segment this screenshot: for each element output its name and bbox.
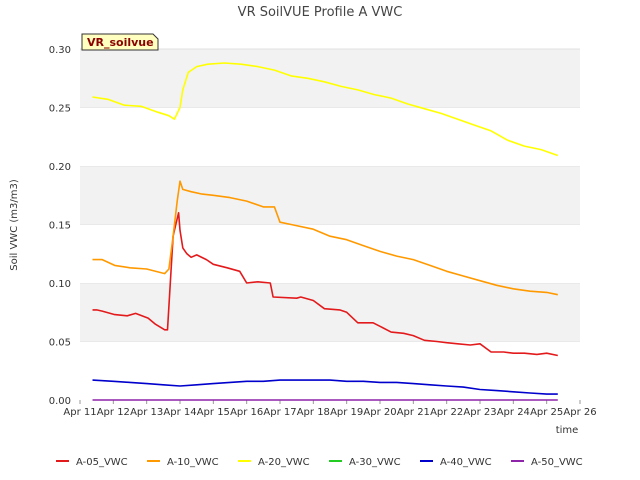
x-tick-label: Apr 23 <box>463 407 496 418</box>
series-line-a-10-vwc <box>92 180 558 296</box>
series-line-a-05-vwc <box>92 212 558 357</box>
y-tick-label: 0.25 <box>49 104 71 115</box>
grid-band <box>80 49 580 108</box>
x-axis-label: time <box>556 425 579 436</box>
legend-label: A-40_VWC <box>440 457 492 468</box>
series-line-a-20-vwc <box>92 62 559 157</box>
legend-label: A-10_VWC <box>167 457 219 468</box>
legend-label: A-30_VWC <box>349 457 401 468</box>
chart-title: VR SoilVUE Profile A VWC <box>238 5 403 20</box>
series-layer <box>92 62 559 401</box>
series-line-a-40-vwc <box>92 379 558 395</box>
x-tick-label: Apr 16 <box>230 407 263 418</box>
y-tick-label: 0.05 <box>49 338 71 349</box>
x-tick-label: Apr 11 <box>63 407 96 418</box>
x-tick-label: Apr 13 <box>130 407 163 418</box>
x-tick-label: Apr 20 <box>363 407 396 418</box>
site-badge-label: VR_soilvue <box>87 36 154 49</box>
x-tick-label: Apr 21 <box>397 407 430 418</box>
y-tick-label: 0.30 <box>49 45 71 56</box>
x-tick-label: Apr 24 <box>497 407 530 418</box>
x-tick-label: Apr 15 <box>197 407 230 418</box>
x-tick-label: Apr 22 <box>430 407 463 418</box>
legend: A-05_VWC A-10_VWC A-20_VWC A-30_VWC A-40_VWC… <box>56 457 583 468</box>
y-axis-label: Soil VWC (m3/m3) <box>9 179 20 271</box>
legend-label: A-05_VWC <box>76 457 128 468</box>
grid-band <box>80 283 580 342</box>
grid-band <box>80 166 580 225</box>
site-badge: VR_soilvue <box>81 33 159 51</box>
x-tick-label: Apr 17 <box>263 407 296 418</box>
x-tick-label: Apr 19 <box>330 407 363 418</box>
x-tick-label: Apr 12 <box>97 407 130 418</box>
x-axis: Apr 11 Apr 12 Apr 13 Apr 14 Apr 15 Apr 16 Apr … <box>63 400 597 418</box>
x-tick-label: Apr 26 <box>563 407 596 418</box>
y-tick-label: 0.20 <box>49 162 71 173</box>
y-tick-label: 0.15 <box>49 221 71 232</box>
grid-band <box>80 107 580 166</box>
x-tick-label: Apr 25 <box>530 407 563 418</box>
y-tick-label: 0.10 <box>49 279 71 290</box>
legend-label: A-50_VWC <box>531 457 583 468</box>
y-tick-label: 0.00 <box>49 396 71 407</box>
x-tick-label: Apr 14 <box>163 407 196 418</box>
site-badge-box <box>81 33 159 51</box>
x-tick-label: Apr 18 <box>297 407 330 418</box>
grid-band <box>80 224 580 283</box>
y-axis: 0.00 0.05 0.10 0.15 0.20 0.25 0.30 <box>49 45 71 407</box>
legend-label: A-20_VWC <box>258 457 310 468</box>
plot-background <box>80 48 580 400</box>
